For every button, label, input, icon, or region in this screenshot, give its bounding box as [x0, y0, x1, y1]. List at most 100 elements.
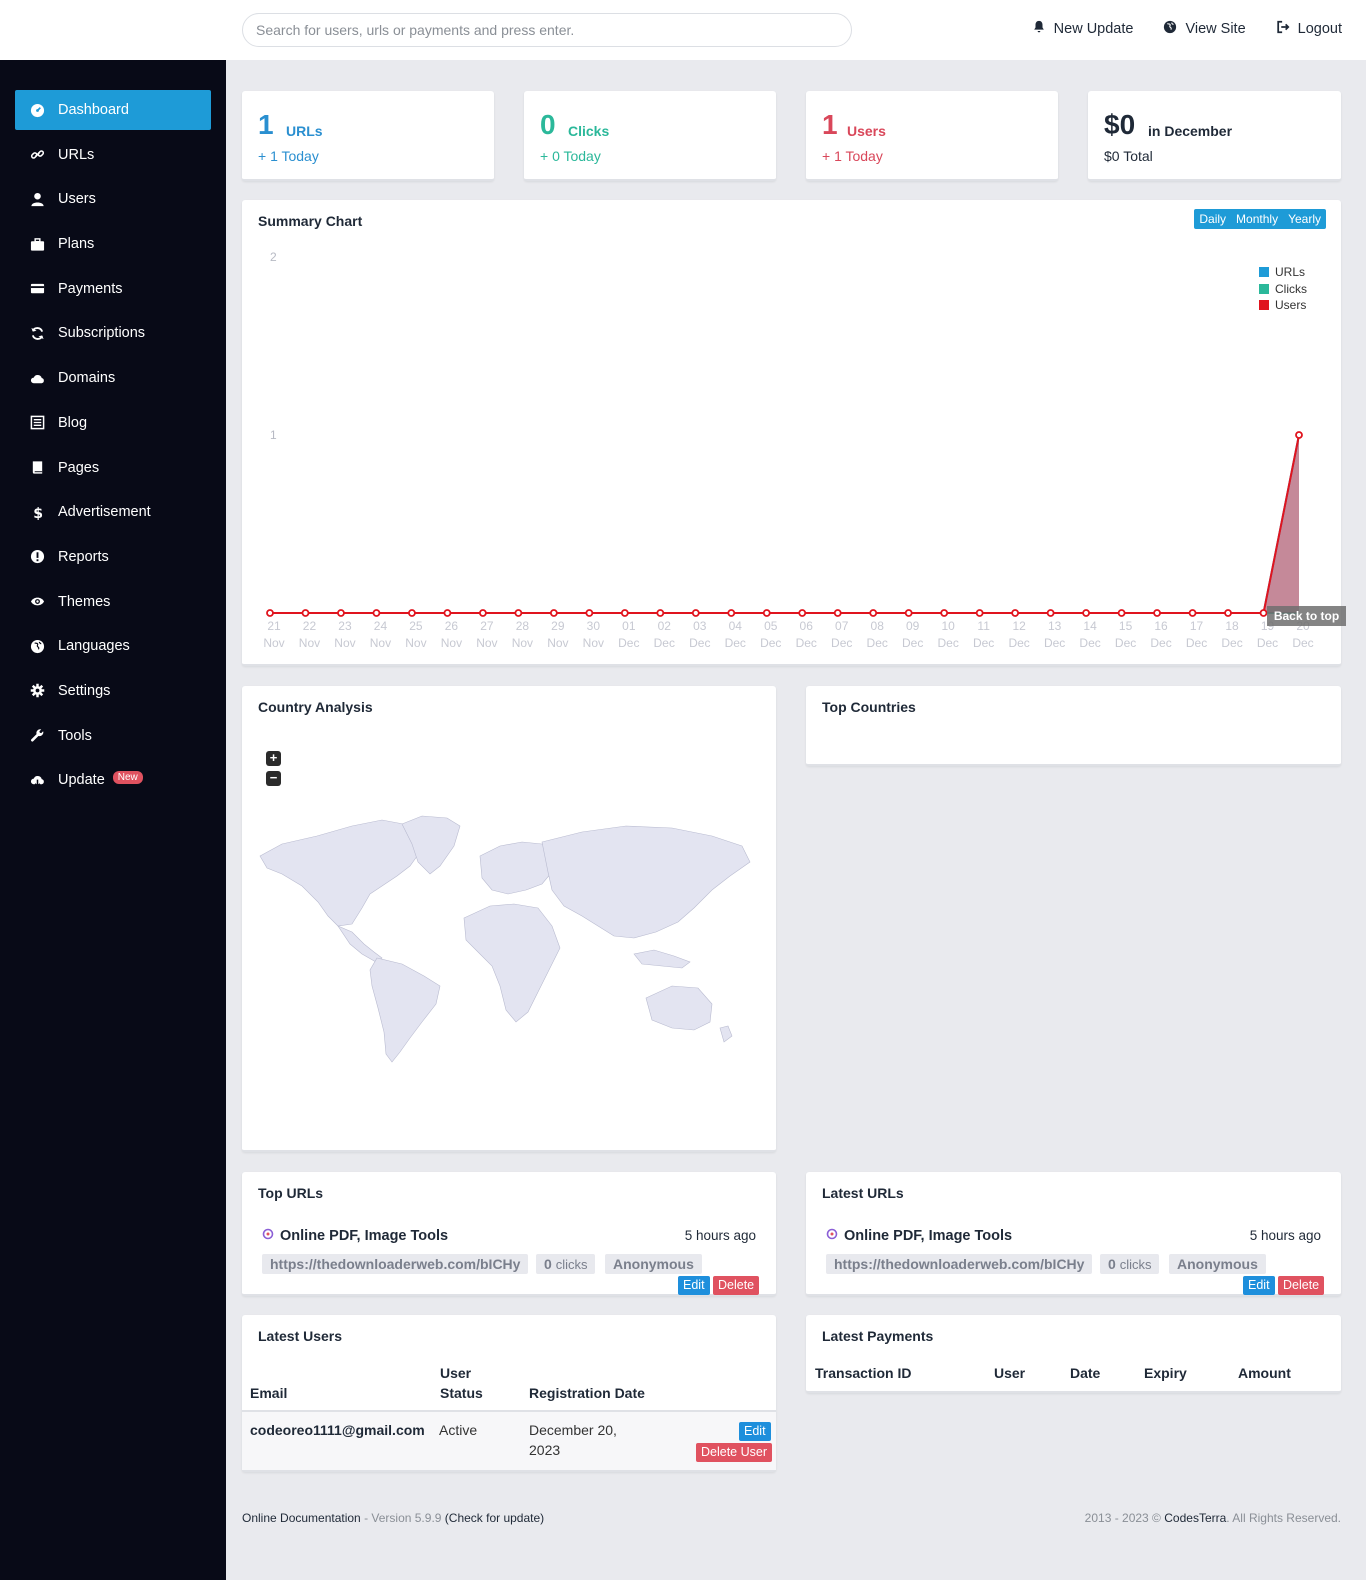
credit-card-icon [29, 281, 45, 297]
zoom-out-button[interactable]: − [266, 771, 281, 786]
series-line-users [270, 434, 1300, 614]
x-tick-day: 16 [1154, 619, 1168, 633]
x-tick-day: 01 [622, 619, 636, 633]
x-tick-day: 07 [835, 619, 849, 633]
user-status: Active [439, 1422, 478, 1438]
x-tick-month: Dec [654, 636, 675, 650]
x-tick-month: Nov [547, 636, 568, 650]
legend-item[interactable]: Clicks [1259, 281, 1307, 298]
view-site-link[interactable]: View Site [1163, 20, 1246, 38]
favicon-icon [826, 1228, 838, 1244]
x-tick-day: 17 [1190, 619, 1204, 633]
monthly-tab[interactable]: Monthly [1236, 212, 1279, 226]
top-countries-title: Top Countries [822, 699, 916, 715]
legend-label: Users [1275, 298, 1307, 313]
zoom-in-button[interactable]: + [266, 751, 281, 766]
sidebar-item-blog[interactable]: Blog [15, 403, 211, 443]
edit-url-button[interactable]: Edit [678, 1276, 710, 1295]
x-tick-day: 25 [409, 619, 423, 633]
x-tick-month: Dec [1292, 636, 1313, 650]
data-point-users [443, 609, 452, 617]
stat-label: Users [847, 123, 886, 139]
x-tick-month: Nov [512, 636, 533, 650]
delete-url-button[interactable]: Delete [713, 1276, 760, 1295]
sidebar-item-reports[interactable]: Reports [15, 537, 211, 577]
x-tick-day: 13 [1048, 619, 1062, 633]
link-icon [29, 147, 45, 163]
company-link[interactable]: CodesTerra [1164, 1511, 1227, 1525]
edit-url-button[interactable]: Edit [1243, 1276, 1275, 1295]
data-point-users [1046, 609, 1055, 617]
delete-url-button[interactable]: Delete [1278, 1276, 1325, 1295]
data-point-users [514, 609, 523, 617]
x-tick-month: Nov [334, 636, 355, 650]
yearly-tab[interactable]: Yearly [1288, 212, 1321, 226]
x-tick-month: Dec [831, 636, 852, 650]
sidebar-item-users[interactable]: Users [15, 179, 211, 219]
clicks-pill: 0 clicks [536, 1254, 596, 1274]
world-map[interactable] [242, 686, 776, 1152]
check-update-link[interactable]: (Check for update) [444, 1511, 545, 1525]
legend-item[interactable]: Users [1259, 297, 1307, 314]
url-title[interactable]: Online PDF, Image Tools [826, 1228, 1012, 1244]
sidebar-item-languages[interactable]: Languages [15, 626, 211, 666]
data-point-users [656, 609, 665, 617]
sidebar-item-themes[interactable]: Themes [15, 582, 211, 622]
footer-right: 2013 - 2023 © CodesTerra. All Rights Res… [1085, 1511, 1341, 1525]
top-countries-card: Top Countries [806, 686, 1341, 766]
globe-icon [29, 638, 45, 654]
stat-card-urls: 1 URLs + 1 Today [242, 91, 494, 181]
short-url[interactable]: https://thedownloaderweb.com/bICHy [262, 1254, 529, 1274]
sidebar-item-update[interactable]: Update New [15, 760, 211, 800]
x-tick-month: Nov [583, 636, 604, 650]
logout-icon [1276, 20, 1290, 38]
short-url[interactable]: https://thedownloaderweb.com/bICHy [826, 1254, 1093, 1274]
data-point-users [691, 609, 700, 617]
edit-user-button[interactable]: Edit [739, 1422, 771, 1441]
sidebar-item-pages[interactable]: Pages [15, 448, 211, 488]
copyright-text: 2013 - 2023 © [1084, 1511, 1165, 1525]
sidebar-item-domains[interactable]: Domains [15, 358, 211, 398]
sidebar-item-dashboard[interactable]: Dashboard [15, 90, 211, 130]
data-point-users [904, 609, 913, 617]
x-tick-day: 22 [303, 619, 317, 633]
data-point-users [798, 609, 807, 617]
summary-chart-card: Summary Chart Daily Monthly Yearly URLs C… [242, 200, 1341, 666]
x-tick-day: 24 [374, 619, 388, 633]
legend-item[interactable]: URLs [1259, 264, 1307, 281]
new-update-link[interactable]: New Update [1032, 20, 1134, 38]
sidebar-item-label: Reports [58, 548, 109, 565]
sidebar-item-label: URLs [58, 146, 95, 163]
sidebar-item-label: Plans [58, 236, 95, 253]
gear-icon [29, 683, 45, 699]
sidebar-item-advertisement[interactable]: $ Advertisement [15, 492, 211, 532]
sidebar-item-settings[interactable]: Settings [15, 671, 211, 711]
sidebar-item-plans[interactable]: Plans [15, 224, 211, 264]
stat-label: Clicks [568, 123, 610, 139]
delete-user-button[interactable]: Delete User [696, 1443, 772, 1462]
sidebar-item-payments[interactable]: Payments [15, 269, 211, 309]
y-tick-label: 2 [270, 250, 277, 264]
legend-label: URLs [1275, 265, 1306, 280]
sidebar-item-label: Advertisement [58, 504, 151, 521]
search-input[interactable] [242, 13, 852, 47]
series-area-users [270, 435, 1299, 613]
transaction-id-header: Transaction ID [815, 1365, 912, 1381]
new-update-label: New Update [1053, 21, 1134, 37]
daily-tab[interactable]: Daily [1199, 212, 1227, 226]
x-tick-day: 29 [551, 619, 565, 633]
sidebar-item-tools[interactable]: Tools [15, 716, 211, 756]
x-tick-day: 18 [1225, 619, 1239, 633]
cloud-icon [29, 370, 45, 386]
legend-label: Clicks [1275, 281, 1307, 296]
version-text: - Version 5.9.9 [360, 1511, 445, 1525]
logout-link[interactable]: Logout [1276, 20, 1342, 38]
url-title[interactable]: Online PDF, Image Tools [262, 1228, 448, 1244]
stat-value: $0 [1104, 109, 1136, 140]
documentation-link[interactable]: Online Documentation [242, 1511, 361, 1525]
x-tick-month: Nov [263, 636, 284, 650]
bell-icon [1032, 20, 1046, 38]
sidebar-item-urls[interactable]: URLs [15, 135, 211, 175]
back-to-top-button[interactable]: Back to top [1267, 606, 1346, 626]
sidebar-item-subscriptions[interactable]: Subscriptions [15, 313, 211, 353]
